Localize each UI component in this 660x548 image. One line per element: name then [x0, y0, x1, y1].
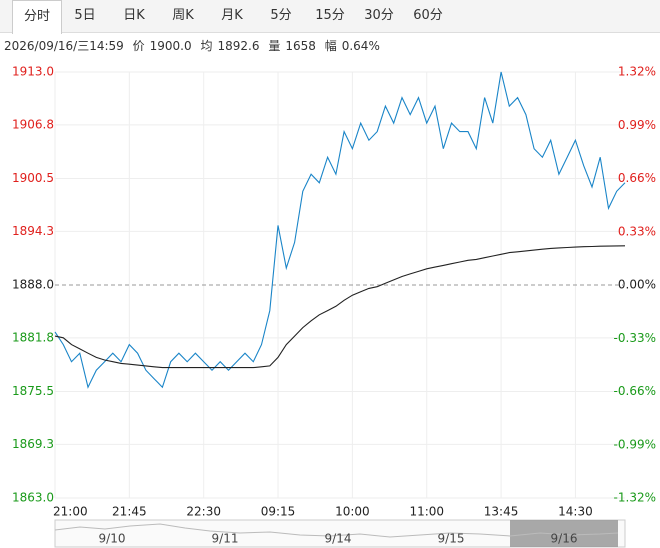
y-tick-label: 1900.5 — [12, 171, 54, 185]
x-tick-label: 14:30 — [558, 505, 593, 519]
info-line: 2026/09/16/三14:59 价 1900.0 均 1892.6 量 1658 … — [4, 37, 385, 54]
navigator-sparkline — [54, 523, 619, 538]
x-tick-label: 21:00 — [53, 505, 88, 519]
y-tick-label: 1913.0 — [12, 65, 54, 79]
y2-tick-label: 0.66% — [618, 171, 656, 185]
x-tick-label: 11:00 — [409, 505, 444, 519]
y2-tick-label: 0.33% — [618, 224, 656, 238]
label: 均 — [200, 39, 213, 53]
y2-tick-label: 1.32% — [618, 65, 656, 79]
y-tick-label: 1888.0 — [12, 278, 54, 292]
y2-tick-label: -0.66% — [614, 384, 656, 398]
x-tick-label: 10:00 — [335, 505, 370, 519]
y-tick-label: 1894.3 — [12, 224, 54, 238]
tab[interactable]: 日K — [123, 8, 145, 23]
range: 0.64% — [341, 39, 380, 53]
y2-tick-label: -1.32% — [614, 491, 656, 505]
y-tick-label: 1875.5 — [12, 384, 54, 398]
tab[interactable]: 5日 — [74, 8, 96, 23]
x-tick-label: 21:45 — [112, 505, 147, 519]
tab[interactable]: 月K — [221, 8, 243, 23]
y2-tick-label: 0.00% — [618, 278, 656, 292]
y-tick-label: 1863.0 — [12, 491, 54, 505]
price: 1900.0 — [149, 39, 192, 53]
volume: 1658 — [285, 39, 316, 53]
label: 量 — [268, 39, 281, 53]
timestamp: 2026/09/16/三14:59 — [4, 39, 124, 53]
y2-tick-label: -0.99% — [614, 437, 656, 451]
tab[interactable]: 周K — [172, 8, 194, 23]
tab[interactable]: 5分 — [270, 8, 292, 23]
x-tick-label: 13:45 — [484, 505, 519, 519]
tab[interactable]: 60分 — [413, 8, 443, 23]
navigator-date: 9/14 — [325, 532, 352, 546]
navigator-date: 9/15 — [438, 532, 465, 546]
navigator-date: 9/16 — [551, 532, 578, 546]
avg: 1892.6 — [217, 39, 260, 53]
y-tick-label: 1881.8 — [12, 330, 54, 344]
tab[interactable]: 分时 — [12, 0, 62, 34]
label: 价 — [132, 39, 145, 53]
series-line — [54, 245, 626, 369]
y-tick-label: 1869.3 — [12, 437, 54, 451]
y-tick-label: 1906.8 — [12, 117, 54, 131]
x-tick-label: 09:15 — [261, 505, 296, 519]
label: 幅 — [324, 39, 337, 53]
y2-tick-label: 0.99% — [618, 118, 656, 132]
navigator-date: 9/11 — [212, 532, 239, 546]
x-tick-label: 22:30 — [186, 505, 221, 519]
tab[interactable]: 30分 — [364, 8, 394, 23]
tab[interactable]: 15分 — [315, 8, 345, 23]
tab-bar: 分时 5日 日K 周K 月K 5分 15分 30分 60分 — [0, 0, 660, 34]
y2-tick-label: -0.33% — [614, 331, 656, 345]
series-line — [54, 71, 626, 389]
navigator-date: 9/10 — [99, 532, 126, 546]
